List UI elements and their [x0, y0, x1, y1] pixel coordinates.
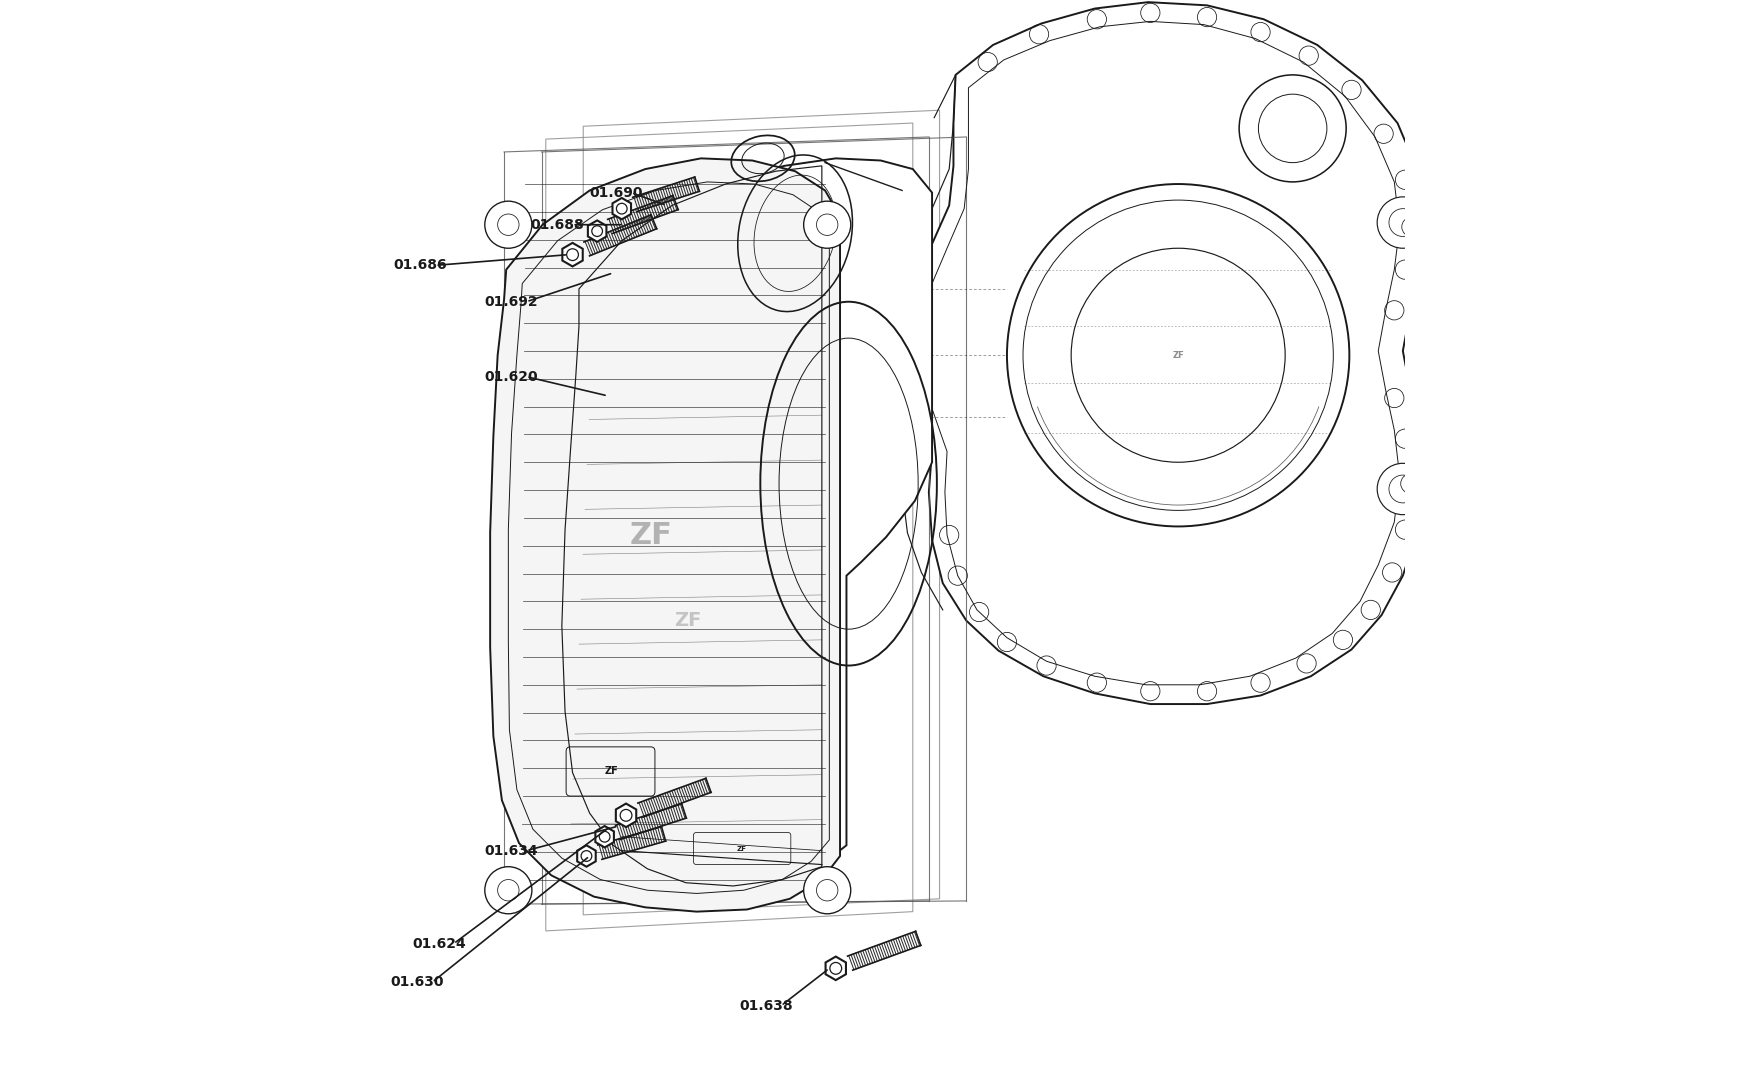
Text: 01.686: 01.686 — [393, 258, 447, 273]
Text: ZF: ZF — [675, 611, 701, 630]
Polygon shape — [588, 220, 607, 242]
Text: 01.624: 01.624 — [412, 936, 466, 951]
Polygon shape — [616, 804, 636, 827]
Text: ZF: ZF — [630, 520, 671, 550]
Circle shape — [485, 201, 532, 248]
Polygon shape — [556, 158, 932, 886]
Circle shape — [1376, 463, 1428, 515]
Polygon shape — [490, 158, 840, 912]
Polygon shape — [577, 845, 595, 867]
Text: ZF: ZF — [1172, 351, 1183, 360]
Text: ZF: ZF — [736, 845, 746, 852]
Polygon shape — [899, 2, 1424, 704]
Text: 01.690: 01.690 — [590, 185, 643, 200]
Text: ZF: ZF — [603, 766, 617, 777]
Text: 01.692: 01.692 — [485, 294, 537, 309]
Text: 01.688: 01.688 — [530, 217, 584, 232]
Polygon shape — [612, 198, 631, 219]
Polygon shape — [824, 957, 845, 980]
Circle shape — [1376, 197, 1428, 248]
Text: 01.638: 01.638 — [739, 998, 793, 1013]
Text: 01.634: 01.634 — [485, 843, 537, 858]
Circle shape — [485, 867, 532, 914]
Text: 01.630: 01.630 — [391, 975, 443, 990]
Text: 01.620: 01.620 — [485, 369, 537, 384]
Polygon shape — [595, 826, 614, 847]
Polygon shape — [562, 243, 583, 266]
Circle shape — [803, 867, 850, 914]
Circle shape — [803, 201, 850, 248]
